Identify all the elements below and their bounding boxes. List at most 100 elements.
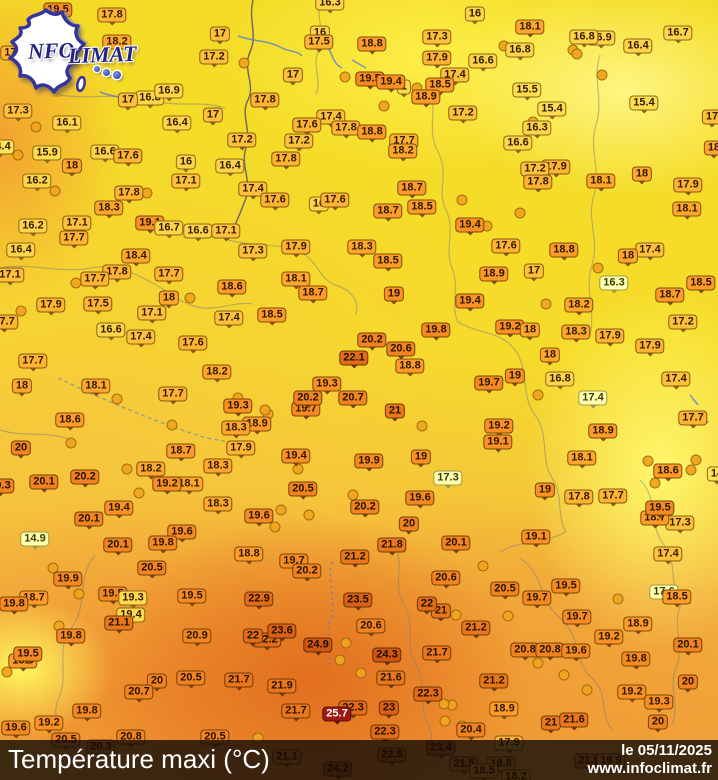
- temp-label: 17.8: [331, 120, 361, 139]
- temp-label: 20.1: [74, 511, 104, 530]
- temp-label: 17.4: [578, 390, 608, 409]
- temp-label: 21.9: [267, 678, 297, 697]
- temp-label: 18.9: [411, 89, 441, 108]
- temp-label: 17.6: [292, 117, 322, 136]
- temp-label: 17: [282, 67, 304, 86]
- temp-label: 16.3: [315, 0, 345, 14]
- temp-label: 19.8: [148, 535, 178, 554]
- temp-label: 21: [384, 403, 406, 422]
- temp-label: 20.1: [29, 474, 59, 493]
- temp-label: 17.2: [284, 133, 314, 152]
- temp-label: 17.8: [114, 185, 144, 204]
- temp-label: 17.1: [211, 223, 241, 242]
- temp-label: 21.7: [281, 703, 311, 722]
- map-title: Température maxi (°C): [8, 744, 270, 774]
- temp-label: 18.2: [102, 34, 132, 53]
- temp-label: 18.3: [221, 420, 251, 439]
- station-dot: [540, 298, 552, 310]
- temp-label: 18: [61, 158, 83, 177]
- station-dot: [514, 207, 526, 219]
- logo-text-climat: LIMAT: [67, 40, 137, 69]
- temp-label: 20.1: [103, 537, 133, 556]
- temp-label: 18.3: [94, 200, 124, 219]
- temp-label: 17.2: [448, 105, 478, 124]
- temp-label: 19.7: [474, 375, 504, 394]
- temp-label: 18.7: [373, 203, 403, 222]
- temp-label: 19: [410, 449, 432, 468]
- station-dot: [456, 194, 468, 206]
- temp-label: 23.6: [267, 623, 297, 642]
- temp-label: 18: [631, 166, 653, 185]
- infoclimat-site-link[interactable]: www.infoclimat.fr: [587, 760, 712, 777]
- temp-label: 20.5: [176, 670, 206, 689]
- temp-label: 19.8: [421, 322, 451, 341]
- temp-label: 17.7: [0, 314, 19, 333]
- station-dot: [690, 454, 702, 466]
- temp-label: 19.4: [455, 217, 485, 236]
- logo-dot: [94, 66, 100, 72]
- temp-label: 17.4: [661, 371, 691, 390]
- temp-label: 16.7: [154, 220, 184, 239]
- temp-label: 20.5: [137, 560, 167, 579]
- temp-label: 16.2: [18, 218, 48, 237]
- temp-label: 19.6: [1, 720, 31, 739]
- temp-label: 17.3: [433, 470, 463, 489]
- temp-label: 19.8: [56, 628, 86, 647]
- temp-label: 18.1: [586, 173, 616, 192]
- temp-label: 18.3: [203, 496, 233, 515]
- temp-label: 20.2: [293, 390, 323, 409]
- temp-label: 16.4: [6, 242, 36, 261]
- temp-label: 16.2: [22, 173, 52, 192]
- temp-label: 20: [677, 674, 699, 693]
- station-dot: [339, 71, 351, 83]
- temp-label: 19.3: [223, 398, 253, 417]
- temp-label: 19.4: [376, 74, 406, 93]
- temp-label: 20: [647, 714, 669, 733]
- temp-label: 21.1: [104, 615, 134, 634]
- temp-label: 19.2: [484, 418, 514, 437]
- station-dot: [378, 100, 390, 112]
- temp-label: 17.3: [238, 243, 268, 262]
- temp-label: 17.6: [260, 192, 290, 211]
- temp-label: 17.9: [281, 239, 311, 258]
- temp-label: 22.3: [370, 724, 400, 743]
- temp-label: 21.7: [224, 672, 254, 691]
- temp-label: 19.4: [104, 500, 134, 519]
- temp-label: 19.8: [72, 703, 102, 722]
- temp-label: 16.6: [90, 144, 120, 163]
- temp-label: 18.6: [217, 279, 247, 298]
- temp-label: 22: [416, 596, 438, 615]
- station-dot: [355, 667, 367, 679]
- temp-label: 17: [117, 92, 139, 111]
- temp-label: 19.3: [644, 694, 674, 713]
- temp-label: 16.4: [162, 115, 192, 134]
- temp-label: 17.2: [199, 49, 229, 68]
- temp-label: 18.1: [281, 271, 311, 290]
- temp-label: 16.1: [52, 115, 82, 134]
- temp-label: 19.1: [521, 529, 551, 548]
- temp-label: 17.7: [598, 488, 628, 507]
- station-dot: [275, 504, 287, 516]
- temp-label: 18.3: [561, 324, 591, 343]
- temp-label: 25.7: [322, 706, 352, 725]
- temp-label: 23: [378, 700, 400, 719]
- temp-label: 17.1: [171, 173, 201, 192]
- temp-label: 16.6: [468, 53, 498, 72]
- temp-label: 17.9: [422, 50, 452, 69]
- logo-dot: [113, 71, 121, 79]
- station-dot: [121, 463, 133, 475]
- temp-label: 22.3: [413, 686, 443, 705]
- temp-label: 16.3: [599, 275, 629, 294]
- temp-label: 17.8: [97, 7, 127, 26]
- temp-label: 19.7: [562, 609, 592, 628]
- station-dot: [502, 610, 514, 622]
- temp-label: 17.4: [238, 181, 268, 200]
- temp-label: 17.7: [59, 230, 89, 249]
- temp-label: 17: [202, 107, 224, 126]
- temp-label: 20: [398, 516, 420, 535]
- station-dot: [238, 57, 250, 69]
- temp-label: 17: [523, 263, 545, 282]
- temp-label: 18.7: [655, 287, 685, 306]
- temp-label: 19.6: [167, 524, 197, 543]
- temp-label: 16.4: [215, 158, 245, 177]
